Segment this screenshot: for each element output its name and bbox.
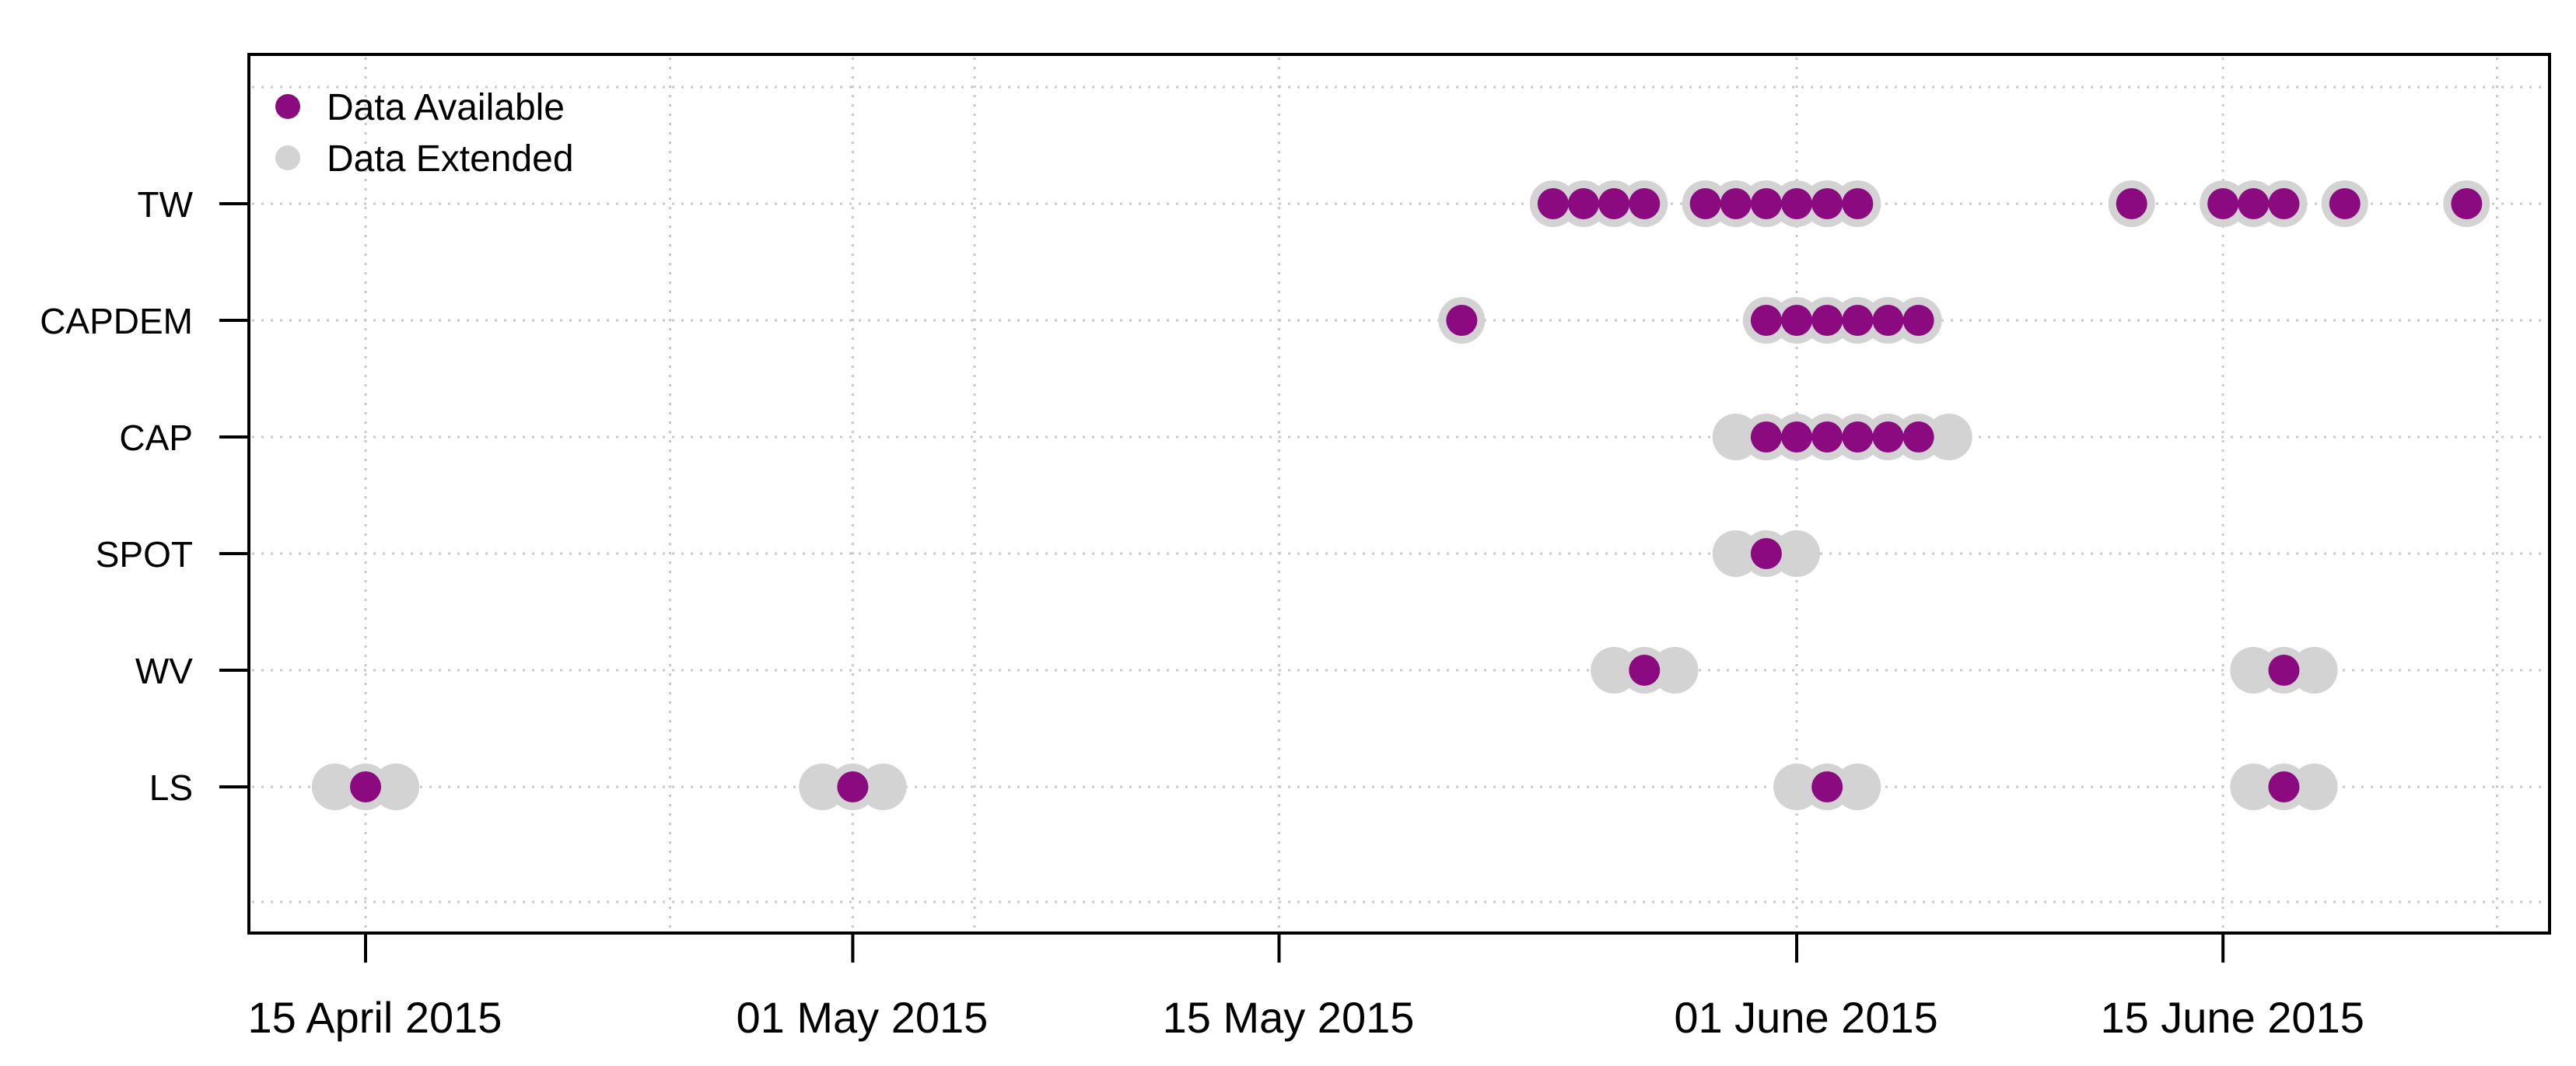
point-data-available-tw-2015-05-31 xyxy=(1750,188,1782,219)
point-data-available-tw-2015-06-03 xyxy=(1842,188,1874,219)
point-data-available-capdem-2015-06-03 xyxy=(1842,305,1874,336)
point-data-extended-ls-2015-05-02 xyxy=(859,764,907,810)
point-data-extended-wv-2015-05-28 xyxy=(1651,647,1699,694)
point-data-available-tw-2015-05-24 xyxy=(1537,188,1569,219)
point-data-available-tw-2015-06-01 xyxy=(1781,188,1813,219)
point-data-available-tw-2015-06-12 xyxy=(2116,188,2147,219)
y-tick-label-capdem: CAPDEM xyxy=(40,301,193,341)
y-tick-label-cap: CAP xyxy=(119,418,193,458)
point-data-available-cap-2015-06-03 xyxy=(1842,421,1874,453)
point-data-available-capdem-2015-05-31 xyxy=(1750,305,1782,336)
point-data-available-spot-2015-05-31 xyxy=(1750,538,1782,569)
plot-frame xyxy=(247,53,2551,935)
legend-label-data-extended: Data Extended xyxy=(327,138,574,180)
point-data-extended-cap-2015-06-06 xyxy=(1925,414,1972,460)
point-data-available-tw-2015-06-15 xyxy=(2207,188,2239,219)
point-data-available-tw-2015-05-30 xyxy=(1720,188,1752,219)
point-data-available-ls-2015-06-17 xyxy=(2268,771,2300,802)
point-data-available-tw-2015-06-02 xyxy=(1811,188,1843,219)
point-data-available-capdem-2015-06-02 xyxy=(1811,305,1843,336)
point-data-available-ls-2015-06-02 xyxy=(1811,771,1843,802)
point-data-available-wv-2015-05-27 xyxy=(1629,655,1661,686)
y-tick-label-tw: TW xyxy=(137,184,193,225)
point-data-available-capdem-2015-06-01 xyxy=(1781,305,1813,336)
point-data-available-ls-2015-05-01 xyxy=(837,771,869,802)
point-data-available-cap-2015-06-02 xyxy=(1811,421,1843,453)
point-data-extended-ls-2015-06-03 xyxy=(1834,764,1881,810)
legend-label-data-available: Data Available xyxy=(327,87,565,128)
point-data-available-cap-2015-06-05 xyxy=(1902,421,1934,453)
legend-marker-data-extended xyxy=(275,145,300,170)
x-tick-label-2015-06-01: 01 June 2015 xyxy=(1674,993,1937,1042)
point-data-available-tw-2015-06-19 xyxy=(2329,188,2361,219)
point-data-extended-wv-2015-06-18 xyxy=(2291,647,2338,694)
point-data-available-tw-2015-05-29 xyxy=(1689,188,1721,219)
point-data-available-capdem-2015-05-21 xyxy=(1446,305,1478,336)
point-data-extended-spot-2015-06-01 xyxy=(1773,530,1821,577)
point-data-available-ls-2015-04-15 xyxy=(350,771,381,802)
point-data-extended-ls-2015-04-16 xyxy=(373,764,420,810)
legend-marker-data-available xyxy=(275,94,300,119)
x-tick-label-2015-05-15: 15 May 2015 xyxy=(1163,993,1415,1042)
point-data-available-tw-2015-05-26 xyxy=(1598,188,1630,219)
point-data-available-tw-2015-06-23 xyxy=(2451,188,2483,219)
point-data-available-cap-2015-06-04 xyxy=(1872,421,1904,453)
y-tick-label-spot: SPOT xyxy=(96,534,193,575)
point-data-available-tw-2015-05-25 xyxy=(1568,188,1599,219)
y-tick-label-wv: WV xyxy=(135,651,193,691)
point-data-extended-ls-2015-06-18 xyxy=(2291,764,2338,810)
point-data-available-wv-2015-06-17 xyxy=(2268,655,2300,686)
point-data-available-tw-2015-06-17 xyxy=(2268,188,2300,219)
point-data-available-capdem-2015-06-04 xyxy=(1872,305,1904,336)
point-data-available-tw-2015-06-16 xyxy=(2238,188,2270,219)
x-tick-label-2015-06-15: 15 June 2015 xyxy=(2100,993,2364,1042)
point-data-available-tw-2015-05-27 xyxy=(1629,188,1661,219)
point-data-available-cap-2015-06-01 xyxy=(1781,421,1813,453)
x-tick-label-2015-05-01: 01 May 2015 xyxy=(737,993,989,1042)
x-tick-label-2015-04-15: 15 April 2015 xyxy=(248,993,502,1042)
y-tick-label-ls: LS xyxy=(149,767,193,808)
point-data-available-capdem-2015-06-05 xyxy=(1902,305,1934,336)
point-data-available-cap-2015-05-31 xyxy=(1750,421,1782,453)
